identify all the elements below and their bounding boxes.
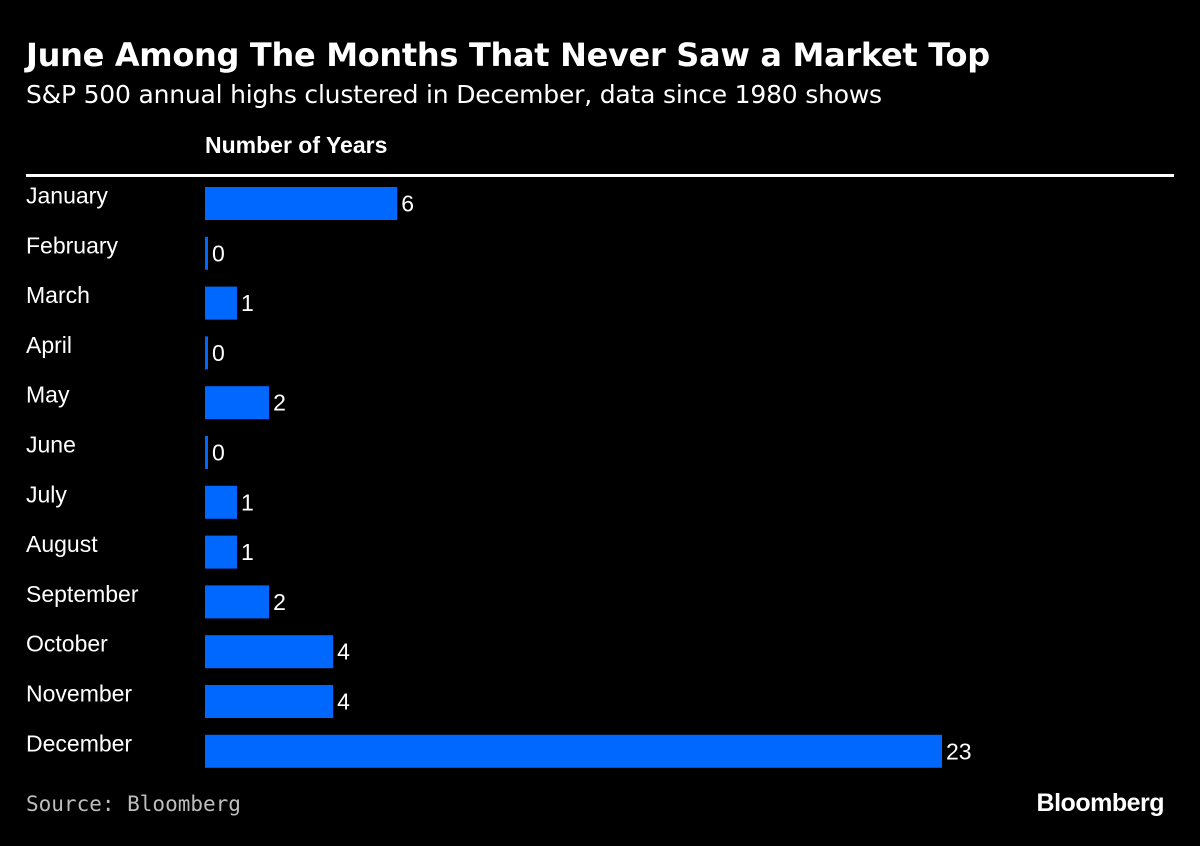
category-label-march: March bbox=[26, 282, 90, 308]
data-label-december: 23 bbox=[946, 738, 972, 764]
bar-december bbox=[205, 734, 942, 768]
category-label-february: February bbox=[26, 232, 119, 258]
category-label-july: July bbox=[26, 481, 67, 507]
bar-march bbox=[205, 286, 238, 320]
source-note: Source: Bloomberg bbox=[26, 792, 241, 816]
bar-november bbox=[205, 685, 334, 718]
category-label-november: November bbox=[26, 681, 132, 707]
value-column-header: Number of Years bbox=[205, 132, 388, 158]
data-label-august: 1 bbox=[241, 539, 254, 565]
data-label-april: 0 bbox=[212, 340, 225, 366]
bar-january bbox=[205, 187, 398, 220]
data-label-march: 1 bbox=[241, 290, 254, 316]
bar-july bbox=[205, 485, 238, 519]
data-label-july: 1 bbox=[241, 489, 254, 515]
bar-august bbox=[205, 535, 238, 569]
data-label-september: 2 bbox=[273, 589, 286, 615]
category-label-june: June bbox=[26, 432, 76, 458]
data-label-may: 2 bbox=[273, 390, 286, 416]
data-label-october: 4 bbox=[337, 639, 350, 665]
data-label-february: 0 bbox=[212, 240, 225, 266]
category-label-january: January bbox=[26, 183, 108, 209]
bar-october bbox=[205, 635, 334, 669]
category-label-august: August bbox=[26, 531, 98, 557]
bar-april bbox=[205, 336, 208, 370]
category-label-april: April bbox=[26, 332, 72, 358]
bar-february bbox=[205, 236, 208, 270]
chart-subtitle: S&P 500 annual highs clustered in Decemb… bbox=[26, 80, 882, 109]
bloomberg-logo: Bloomberg bbox=[1036, 789, 1165, 817]
category-label-december: December bbox=[26, 730, 132, 756]
bar-may bbox=[205, 386, 270, 420]
data-label-november: 4 bbox=[337, 689, 350, 715]
bar-june bbox=[205, 436, 208, 469]
header-rule bbox=[26, 174, 1174, 177]
chart-title: June Among The Months That Never Saw a M… bbox=[26, 36, 990, 74]
category-label-may: May bbox=[26, 382, 70, 408]
data-label-january: 6 bbox=[401, 191, 414, 217]
data-label-june: 0 bbox=[212, 440, 225, 466]
category-label-october: October bbox=[26, 631, 108, 657]
bar-september bbox=[205, 585, 270, 619]
category-label-september: September bbox=[26, 581, 139, 607]
